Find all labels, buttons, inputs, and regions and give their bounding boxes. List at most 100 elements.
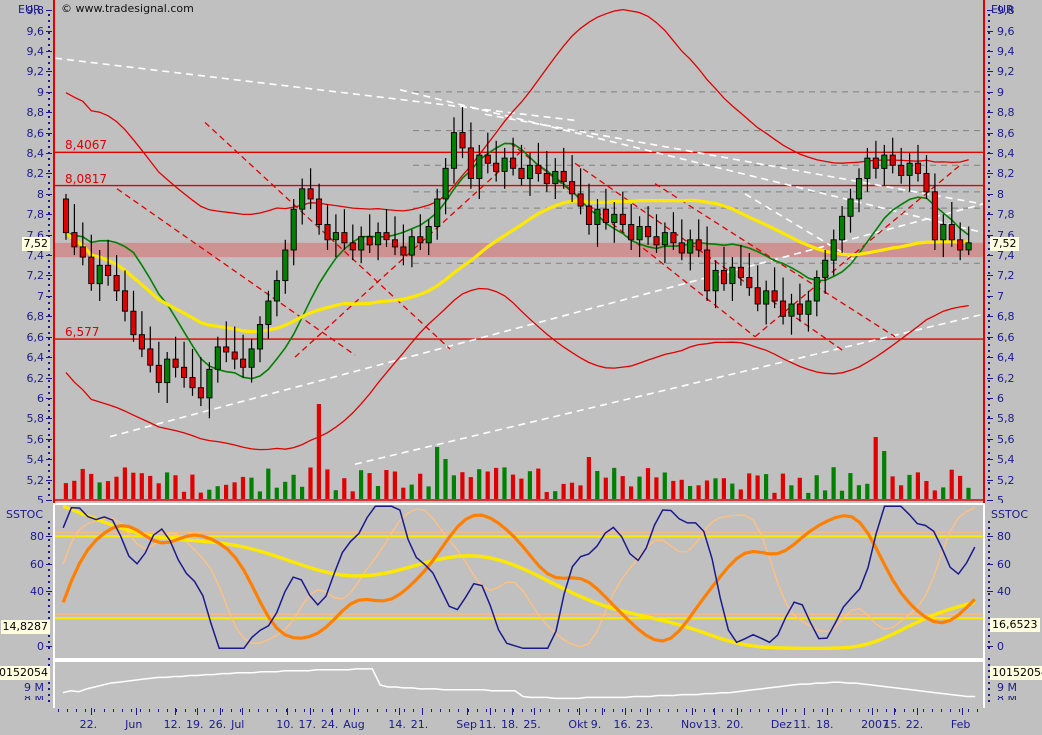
- obv-axis-line-right: [983, 658, 985, 708]
- volume-bar: [291, 474, 296, 499]
- candle-body: [830, 239, 837, 261]
- volume-bar: [451, 475, 456, 499]
- date-tick-minor: [786, 709, 787, 712]
- price-highlight-left: 7,52: [21, 236, 50, 251]
- sstoc-axis-line-left: [53, 503, 55, 658]
- obv-plot[interactable]: [55, 662, 983, 708]
- date-tick-minor: [594, 709, 596, 712]
- candle-body: [737, 266, 744, 278]
- candle-body: [628, 224, 635, 241]
- volume-bar: [367, 473, 372, 499]
- candle-body: [931, 191, 938, 241]
- date-tick-major: [90, 708, 92, 715]
- volume-bar: [797, 477, 802, 499]
- date-tick-minor: [704, 709, 706, 712]
- candle-body: [265, 300, 272, 325]
- price-tick-mark: [987, 357, 993, 359]
- date-tick-minor: [503, 709, 505, 712]
- candle-body: [282, 249, 289, 282]
- date-tick-minor: [76, 709, 78, 712]
- candle-body: [147, 348, 154, 366]
- price-tick-label: 5,4: [997, 453, 1015, 467]
- candle-body: [822, 259, 829, 278]
- candle-body: [923, 172, 930, 193]
- obv-highlight-right: 10152054: [990, 666, 1042, 680]
- date-tick-minor: [167, 709, 169, 712]
- candle-body: [476, 154, 483, 180]
- volume-bar: [865, 483, 870, 499]
- volume-bar: [704, 480, 710, 499]
- candle-body: [113, 275, 120, 292]
- price-level-label: 6,577: [65, 325, 100, 340]
- date-tick-minor: [312, 709, 314, 712]
- date-tick-major: [781, 708, 783, 715]
- price-tick-label: 5,8: [26, 412, 45, 426]
- candle-body: [223, 346, 230, 353]
- price-tick-mark: [987, 214, 993, 216]
- volume-bar: [165, 472, 170, 499]
- volume-bar: [435, 447, 440, 499]
- price-tick-label: 8,6: [26, 126, 45, 140]
- obv-tick-label: 9 M: [24, 681, 44, 694]
- price-axis-left: EUR 9,8 9,6 9,4 9,2 9 8,8 8,6 8,4 8,2 8 7,8 7,6 7,4 7…: [0, 0, 55, 506]
- date-tick-minor: [567, 709, 569, 712]
- date-tick-major: [512, 708, 513, 715]
- price-tick-label: 6,4: [26, 351, 45, 365]
- candle-body: [248, 348, 255, 368]
- date-label: Okt: [568, 718, 588, 731]
- date-tick-minor: [886, 709, 888, 712]
- volume-bar: [215, 486, 220, 499]
- volume-bar: [274, 487, 279, 499]
- date-tick-minor: [949, 709, 951, 712]
- volume-bar: [156, 483, 161, 499]
- candle-body: [855, 178, 863, 200]
- candle-body: [585, 205, 593, 225]
- candle-body: [914, 162, 922, 174]
- date-label: Jul: [231, 718, 245, 731]
- volume-bar: [426, 486, 431, 499]
- candle-body: [493, 162, 500, 172]
- date-label: 13.: [703, 718, 721, 731]
- sstoc-plot[interactable]: [55, 505, 983, 658]
- volume-bar: [932, 490, 937, 499]
- sstoc-tick-mark: [987, 563, 993, 565]
- date-tick-minor: [103, 709, 105, 712]
- price-tick-mark: [987, 234, 993, 236]
- volume-bar: [856, 485, 861, 499]
- price-plot[interactable]: © www.tradesignal.com 8,4067 8,0817 6,577: [55, 0, 983, 503]
- volume-bar: [671, 480, 676, 499]
- date-label: 21.: [410, 718, 429, 731]
- date-label: 18.: [500, 718, 519, 731]
- sstoc-ma-thin: [62, 505, 976, 650]
- volume-bar: [266, 468, 271, 499]
- date-tick-minor: [476, 709, 478, 712]
- volume-bar: [257, 491, 262, 499]
- price-tick-mark: [987, 438, 993, 440]
- price-tick-mark: [987, 112, 993, 114]
- volume-bar: [569, 482, 575, 499]
- candle-body: [569, 181, 576, 195]
- date-tick-minor: [440, 709, 442, 712]
- price-tick-label: 5: [997, 493, 1004, 507]
- date-tick-minor: [412, 709, 414, 712]
- price-tick-mark: [987, 377, 993, 379]
- candle-body: [712, 269, 719, 292]
- price-level-label: 8,0817: [65, 171, 107, 186]
- date-tick-minor: [840, 709, 842, 712]
- candle-body: [96, 264, 103, 285]
- date-tick-minor: [494, 709, 496, 712]
- date-tick-major: [714, 708, 716, 715]
- candle-body: [839, 215, 846, 241]
- date-tick-minor: [94, 709, 96, 712]
- volume-bar: [283, 481, 288, 499]
- date-tick-minor: [676, 709, 678, 712]
- obv-tick-label: 9 M: [997, 681, 1017, 694]
- price-tick-label: 6: [37, 391, 44, 405]
- price-tick-mark: [987, 418, 993, 420]
- candle-body: [164, 358, 171, 384]
- volume-bar: [966, 487, 971, 499]
- price-tick-label: 8: [997, 187, 1004, 201]
- price-tick-label: 7,4: [26, 249, 45, 263]
- price-tick-label: 7,4: [997, 249, 1015, 263]
- price-axis-line-left: [53, 0, 55, 503]
